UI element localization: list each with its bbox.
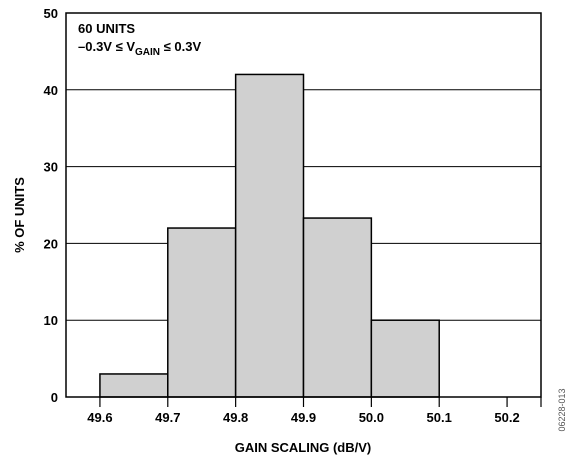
histogram-bar	[370, 319, 440, 398]
x-tick-label: 49.7	[155, 410, 180, 425]
histogram-bar	[302, 217, 373, 398]
y-tick-label: 0	[51, 390, 58, 405]
y-tick-label: 10	[44, 313, 58, 328]
x-tick-label: 50.2	[494, 410, 519, 425]
x-tick-label: 49.9	[291, 410, 316, 425]
x-tick-label: 49.8	[223, 410, 248, 425]
histogram-bar	[234, 73, 305, 398]
y-tick-label: 20	[44, 236, 58, 251]
annotation-range-prefix: –0.3V ≤ V	[78, 39, 135, 54]
annotation-range-sub: GAIN	[135, 47, 160, 58]
y-tick-label: 40	[44, 83, 58, 98]
bars	[99, 73, 440, 398]
histogram-bar	[167, 227, 237, 398]
y-tick-label: 30	[44, 160, 58, 175]
x-tick-label: 49.6	[87, 410, 112, 425]
figure-id: 06228-013	[557, 388, 567, 431]
x-tick-label: 50.1	[427, 410, 452, 425]
y-tick-label: 50	[44, 6, 58, 21]
annotation-units: 60 UNITS	[78, 21, 135, 36]
y-ticks: 0 10 20 30 40 50	[44, 6, 58, 405]
x-tick-label: 50.0	[359, 410, 384, 425]
annotation-range: –0.3V ≤ VGAIN ≤ 0.3V	[78, 39, 201, 58]
histogram-bar	[99, 373, 169, 398]
x-ticks: 49.6 49.7 49.8 49.9 50.0 50.1 50.2	[87, 397, 542, 425]
y-axis-label: % OF UNITS	[12, 177, 27, 253]
annotation-range-suffix: ≤ 0.3V	[160, 39, 201, 54]
x-axis-label: GAIN SCALING (dB/V)	[235, 440, 372, 455]
